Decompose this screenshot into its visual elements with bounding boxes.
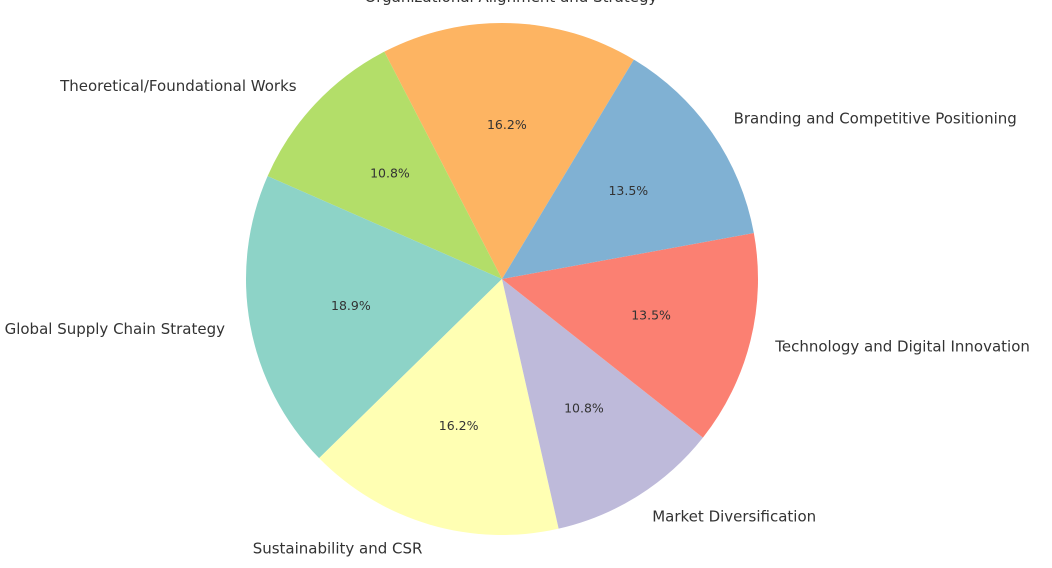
- pie-slice: [502, 59, 754, 279]
- slice-category-label: Branding and Competitive Positioning: [734, 109, 1017, 127]
- pie-slice: [319, 279, 559, 535]
- pie-slice: [246, 176, 502, 459]
- slice-percent-label: 13.5%: [631, 308, 671, 323]
- slice-percent-label: 10.8%: [564, 400, 604, 415]
- slice-category-label: Global Supply Chain Strategy: [5, 320, 226, 338]
- pie-labels: Organizational Alignment and Strategy 16.…: [5, 0, 1030, 558]
- pie-slice: [384, 22, 634, 279]
- slice-percent-label: 18.9%: [331, 298, 371, 313]
- pie-slice: [502, 279, 703, 529]
- slice-percent-label: 10.8%: [370, 165, 410, 180]
- pie-slice: [502, 233, 758, 438]
- slice-percent-label: 16.2%: [439, 418, 479, 433]
- pie-slices: [246, 22, 758, 535]
- pie-slice: [267, 51, 502, 279]
- slice-category-label: Market Diversification: [652, 508, 816, 526]
- slice-category-label: Sustainability and CSR: [253, 540, 423, 558]
- slice-category-label: Organizational Alignment and Strategy: [364, 0, 657, 6]
- slice-percent-label: 13.5%: [608, 183, 648, 198]
- slice-category-label: Theoretical/Foundational Works: [59, 77, 297, 95]
- slice-category-label: Technology and Digital Innovation: [774, 337, 1030, 355]
- slice-percent-label: 16.2%: [487, 117, 527, 132]
